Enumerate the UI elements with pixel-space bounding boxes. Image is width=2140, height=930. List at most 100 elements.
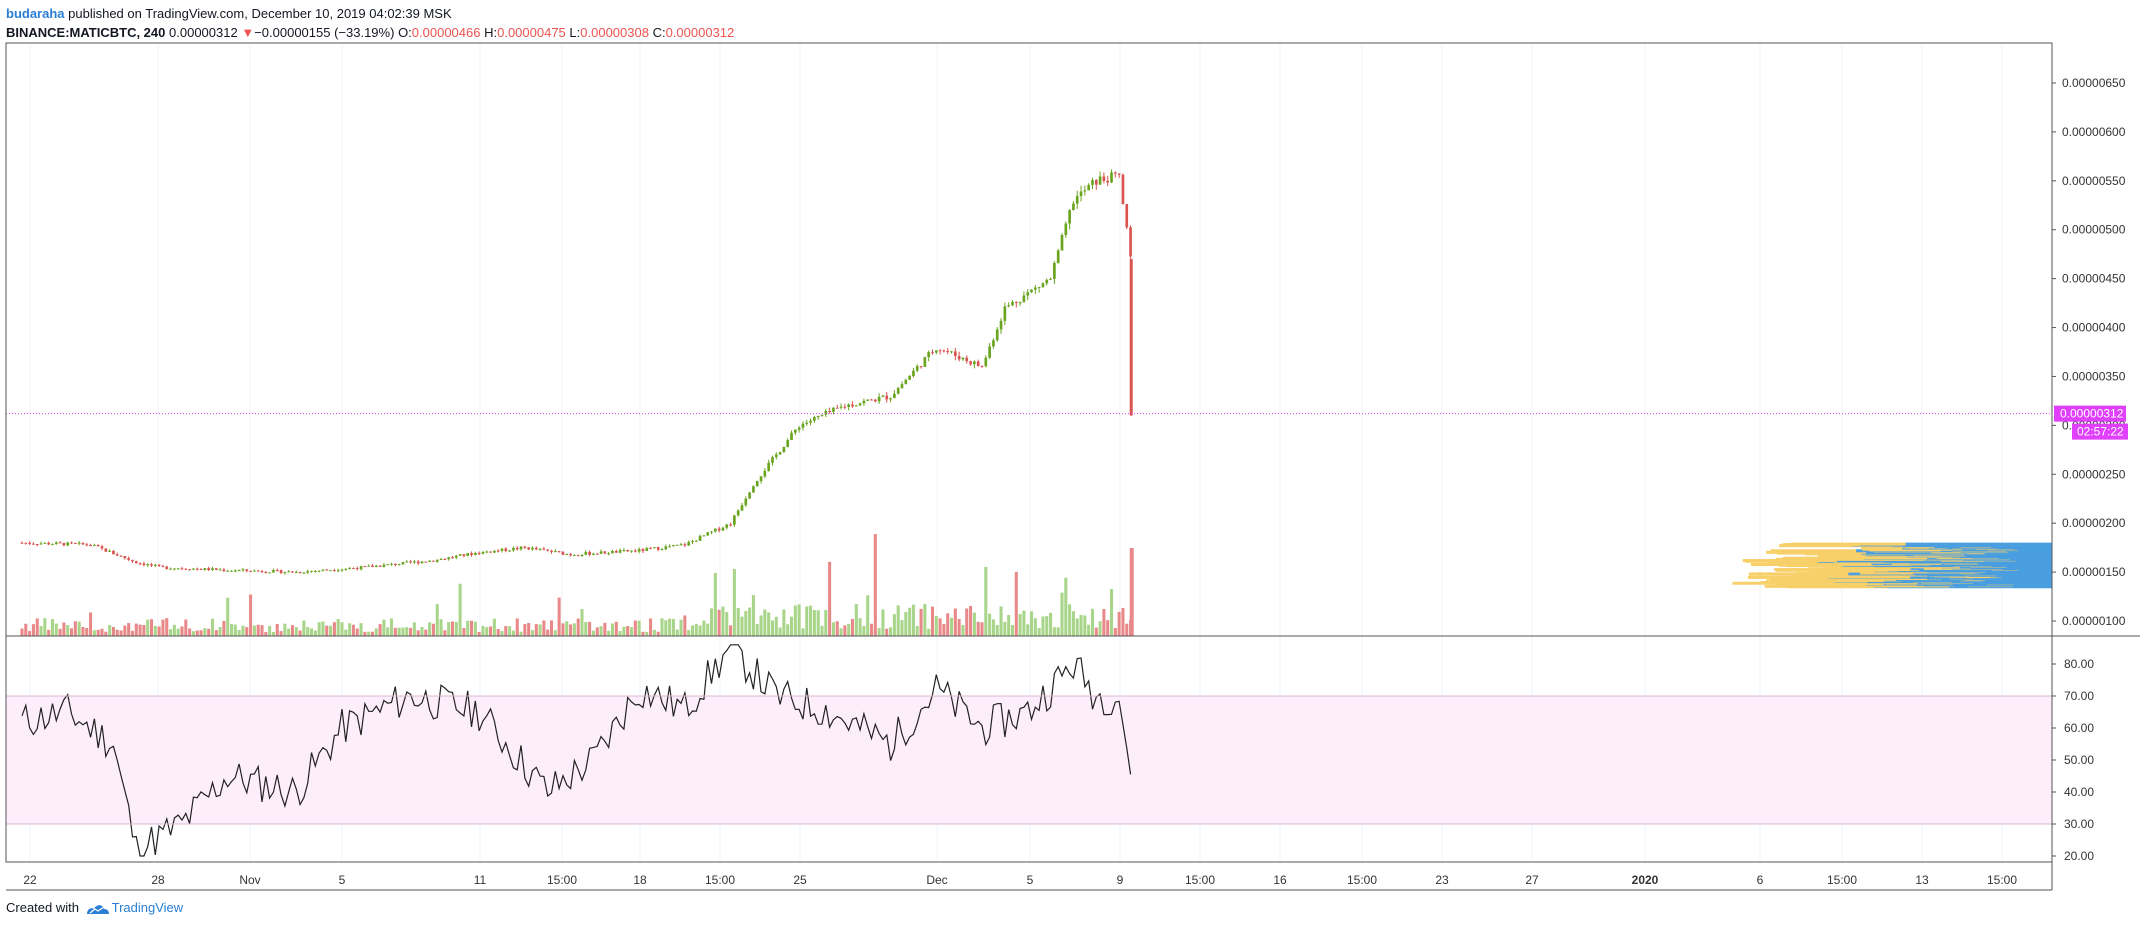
time-label-20: 13 [1915,873,1929,887]
candle-202 [790,432,793,441]
volume-bar-266 [1033,618,1037,636]
open-label: O: [398,25,412,40]
candle-147 [580,554,584,556]
volume-bar-68 [279,631,283,636]
candle-222 [866,399,870,401]
candle-32 [142,563,146,566]
candle-79 [321,569,325,571]
candle-279 [1083,190,1087,192]
candle-109 [435,559,439,562]
candle-106 [424,561,428,563]
volume-bar-222 [866,595,870,636]
candle-124 [493,550,496,553]
volume-bar-284 [1102,609,1106,636]
price-axis[interactable]: 0.00000650 0.00000600 0.00000550 0.00000500… [2052,76,2126,628]
candle-268 [1041,283,1045,287]
volume-bar-155 [610,623,614,636]
vp-sell-46 [1808,567,1911,571]
candle-245 [954,351,957,356]
volume-bar-26 [119,630,123,636]
volume-bar-233 [908,607,912,636]
vp-sell-109 [1791,542,1906,546]
candle-234 [912,370,915,377]
candle-266 [1034,287,1037,290]
author-name[interactable]: budaraha [6,6,65,21]
vp-sell-34 [1795,571,1849,575]
volume-bar-100 [401,627,405,636]
candle-67 [275,570,279,572]
created-with-label: Created with [6,900,79,915]
candle-269 [1045,279,1049,284]
volume-bar-113 [450,621,454,636]
candle-210 [820,414,824,416]
volume-bar-125 [496,628,500,636]
candle-199 [778,452,782,455]
time-label-13: 16 [1273,873,1287,887]
volume-bar-163 [641,631,645,636]
candle-130 [515,547,519,550]
candle-146 [576,555,580,557]
candle-69 [283,572,287,574]
symbol-label[interactable]: BINANCE:MATICBTC, 240 [6,25,166,40]
tradingview-link[interactable]: TradingView [111,900,184,915]
candle-260 [1011,301,1014,306]
volume-bar-130 [515,618,519,636]
volume-bar-54 [226,597,230,636]
candle-262 [1018,302,1022,304]
candle-233 [908,376,911,380]
time-label-9: Dec [926,873,947,887]
candle-243 [946,351,950,353]
candle-172 [675,544,679,546]
candle-192 [752,486,755,493]
candle-59 [245,569,249,571]
volume-bar-135 [534,624,538,636]
volume-bar-75 [306,626,310,636]
open-value: 0.00000466 [411,25,481,40]
volume-bar-238 [927,628,931,636]
candle-120 [477,553,481,555]
volume-bar-164 [645,631,649,636]
volume-bar-4 [35,618,39,636]
candle-141 [557,551,561,553]
candle-40 [173,568,176,570]
volume-bar-133 [527,623,531,636]
volume-bar-167 [656,631,660,636]
volume-bar-73 [298,630,302,636]
volume-bar-127 [504,625,508,636]
volume-bar-92 [370,631,374,636]
candle-148 [584,552,588,555]
volume-bar-153 [603,622,607,636]
volume-bar-52 [218,627,222,636]
volume-bar-282 [1094,627,1098,636]
ohlc-line: BINANCE:MATICBTC, 240 0.00000312 ▼−0.000… [6,23,734,42]
candle-156 [614,550,618,553]
volume-bar-43 [184,619,188,636]
volume-bar-254 [988,613,992,636]
candle-190 [744,498,748,506]
candle-182 [714,528,717,532]
volume-bar-243 [946,613,950,636]
candle-27 [123,556,127,559]
countdown-label: 02:57:22 [2077,425,2124,439]
volume-bar-69 [283,623,287,636]
candle-64 [264,571,268,573]
volume-bar-227 [885,628,889,636]
volume-bar-108 [431,623,435,636]
volume-bar-51 [214,630,218,636]
volume-bar-193 [755,624,759,636]
candle-284 [1102,176,1106,181]
candle-223 [870,399,873,401]
candle-14 [74,542,77,544]
rsi-axis[interactable]: 80.00 70.00 60.00 50.00 40.00 30.00 20.00 [2052,657,2094,863]
time-axis[interactable]: 22 28 Nov 5 11 15:00 18 15:00 25 Dec 5 9 15:00 16 15:0… [23,873,2017,887]
candle-131 [519,546,523,550]
candle-39 [169,568,172,570]
volume-bar-287 [1113,627,1117,636]
candle-252 [980,365,984,367]
candle-206 [805,422,809,424]
publish-line: budaraha published on TradingView.com, D… [6,4,734,23]
volume-bar-246 [957,619,961,636]
price-tick-label-8: 0.00000250 [2062,467,2126,481]
candles [20,169,1133,575]
